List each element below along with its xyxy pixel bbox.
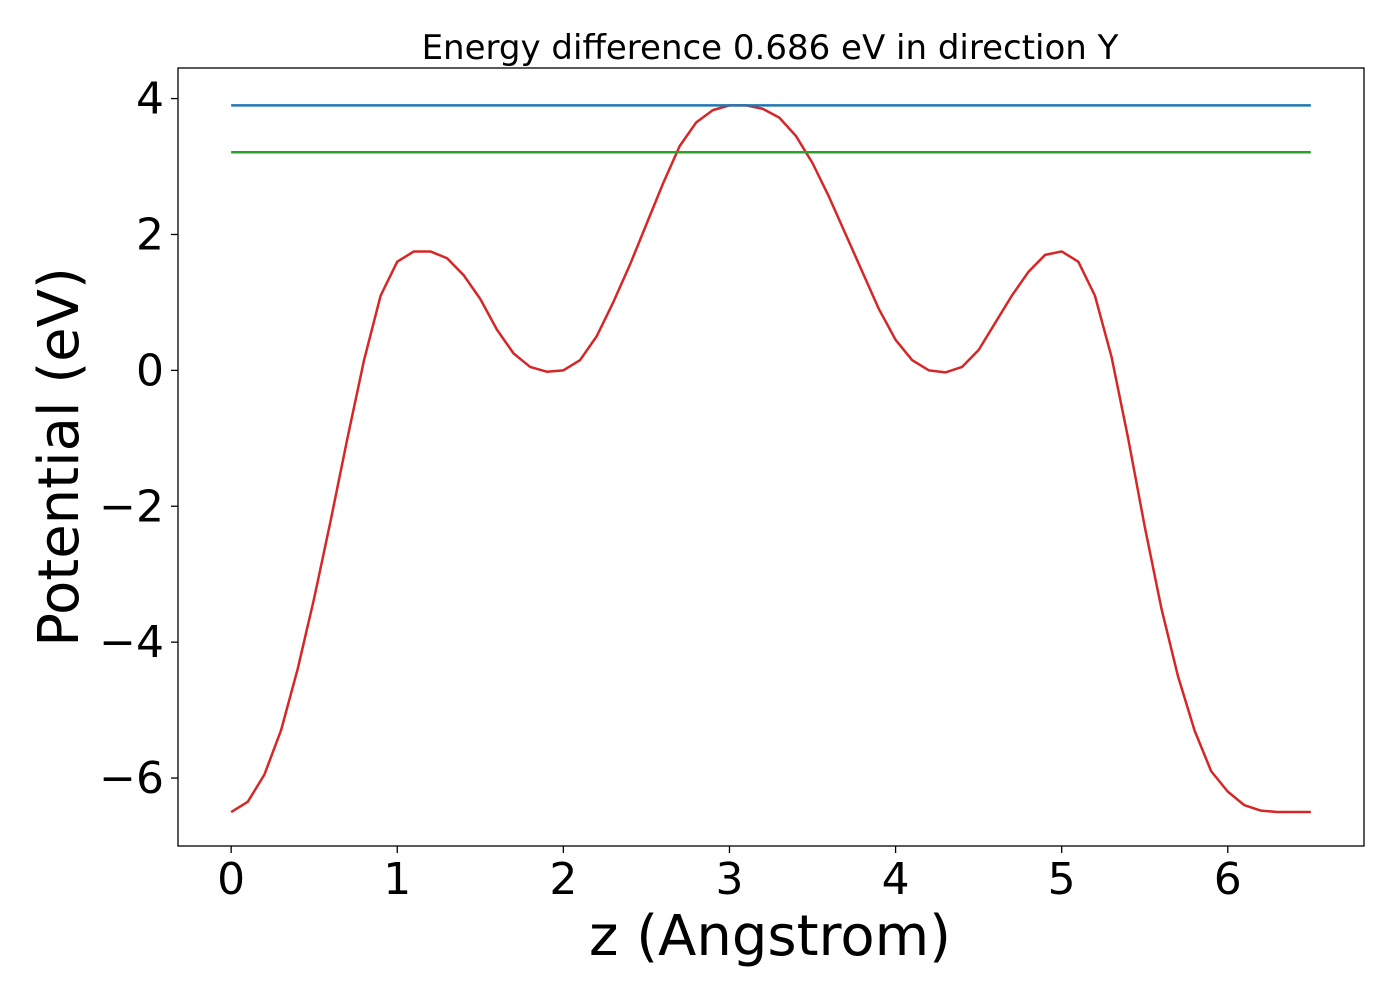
y-tick-label: −6 xyxy=(99,753,164,804)
y-tick-label: 0 xyxy=(136,345,164,396)
series-line-0 xyxy=(230,104,1311,814)
y-tick-label: −4 xyxy=(99,617,164,668)
plot-area-frame xyxy=(177,67,1365,847)
x-axis-label: z (Angstrom) xyxy=(589,904,951,969)
x-tick-label: 1 xyxy=(383,854,411,905)
x-tick-label: 2 xyxy=(549,854,577,905)
y-axis-label: Potential (eV) xyxy=(27,267,92,647)
y-tick-label: 4 xyxy=(136,74,164,125)
x-tick-label: 6 xyxy=(1214,854,1242,905)
y-tick-label: −2 xyxy=(99,481,164,532)
y-axis-ticks: −6 −4 −2 0 2 4 xyxy=(99,74,178,804)
x-tick-label: 3 xyxy=(715,854,743,905)
chart-title: Energy difference 0.686 eV in direction … xyxy=(422,28,1119,68)
x-tick-label: 5 xyxy=(1048,854,1076,905)
series-layer xyxy=(230,104,1311,814)
x-tick-label: 4 xyxy=(882,854,910,905)
x-axis-ticks: 0 1 2 3 4 5 6 xyxy=(217,846,1242,905)
x-tick-label: 0 xyxy=(217,854,245,905)
y-tick-label: 2 xyxy=(136,209,164,260)
